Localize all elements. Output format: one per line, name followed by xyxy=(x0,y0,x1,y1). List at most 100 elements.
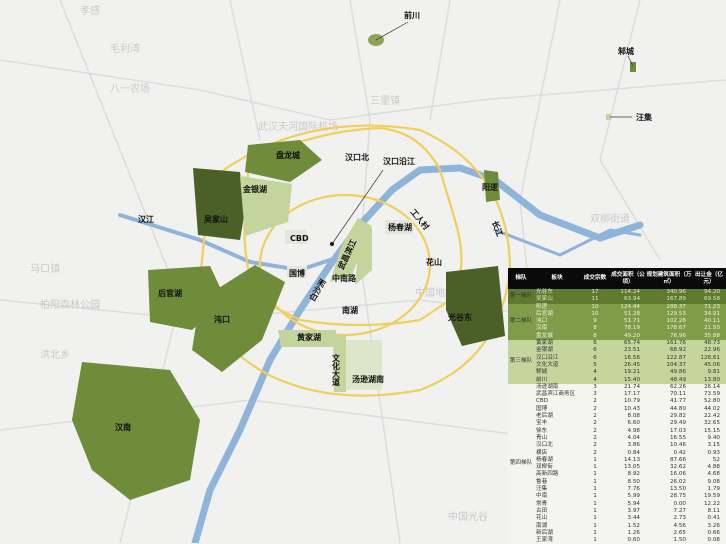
area-cell: 6.60 xyxy=(610,420,646,428)
svg-text:孝感: 孝感 xyxy=(80,4,100,17)
plate-wenhuadadao[interactable] xyxy=(333,335,346,392)
plate-name-cell: 金银湖 xyxy=(534,347,580,355)
floor-area-cell: 10.46 xyxy=(646,442,692,450)
plate-name-cell: 沌口 xyxy=(534,318,580,326)
plate-tangxunhunan[interactable] xyxy=(346,340,382,390)
area-cell: 3.97 xyxy=(610,507,646,516)
svg-text:八一农场: 八一农场 xyxy=(110,82,150,95)
floor-area-cell: 41.77 xyxy=(646,398,692,406)
pointer-lines xyxy=(329,21,634,247)
deals-cell: 3 xyxy=(580,391,610,399)
land-fee-cell: 52 xyxy=(692,456,726,465)
plate-zhuankou[interactable] xyxy=(192,265,285,372)
plate-name-cell: 双柳街 xyxy=(534,464,580,472)
svg-text:国博: 国博 xyxy=(289,268,305,278)
deals-cell: 1 xyxy=(580,478,610,487)
svg-text:毛利湾: 毛利湾 xyxy=(110,42,140,55)
area-cell: 23.51 xyxy=(610,347,646,355)
plate-hankouyanjiang[interactable] xyxy=(330,218,372,282)
table-row: 国博 2 10.43 44.80 44.02 xyxy=(508,405,726,414)
deals-cell: 5 xyxy=(580,361,610,370)
svg-text:花山: 花山 xyxy=(426,257,442,267)
table-row: 杨春湖 1 14.13 87.66 52 xyxy=(508,456,726,465)
header-land-fee: 出让金（亿元） xyxy=(692,268,726,289)
table-row: 金银湖 6 23.51 68.92 22.96 xyxy=(508,347,726,355)
land-fee-cell: 48.73 xyxy=(692,340,726,348)
area-cell: 5.94 xyxy=(610,500,646,508)
table-row: 新后湖 1 1.26 2.65 0.66 xyxy=(508,529,726,538)
land-fee-cell: 26.14 xyxy=(692,383,726,392)
plate-name-cell: 国博 xyxy=(534,405,580,414)
deals-cell: 1 xyxy=(580,529,610,538)
plate-guanggudong[interactable] xyxy=(446,266,505,346)
deals-cell: 1 xyxy=(580,456,610,465)
plate-wuchangbinjiang[interactable] xyxy=(355,228,372,285)
plate-name-cell: 老后湖 xyxy=(534,413,580,421)
svg-text:双柳街道: 双柳街道 xyxy=(590,212,630,225)
deals-cell: 2 xyxy=(580,398,610,406)
header-plate: 板块 xyxy=(534,268,580,289)
plate-huangjiahu[interactable] xyxy=(278,330,336,347)
branch-river xyxy=(493,228,642,257)
plate-name-cell: 中南 xyxy=(534,493,580,501)
floor-area-cell: 129.53 xyxy=(646,310,692,319)
area-cell: 78.19 xyxy=(610,325,646,333)
deals-cell: 2 xyxy=(580,420,610,428)
area-cell: 10.43 xyxy=(610,405,646,414)
land-fee-cell: 19.59 xyxy=(692,493,726,501)
land-fee-cell: 0.93 xyxy=(692,449,726,457)
area-cell: 3.86 xyxy=(610,442,646,450)
plate-cbd[interactable] xyxy=(285,230,307,244)
table-row: 古田 1 3.97 7.27 8.11 xyxy=(508,507,726,516)
svg-text:南湖: 南湖 xyxy=(342,305,358,315)
plate-wangji[interactable] xyxy=(606,114,611,120)
floor-area-cell: 28.75 xyxy=(646,493,692,501)
land-fee-cell: 0.66 xyxy=(692,529,726,538)
plate-name-cell: 汉口北 xyxy=(534,442,580,450)
floor-area-cell: 178.67 xyxy=(646,325,692,333)
floor-area-cell: 76.96 xyxy=(646,332,692,341)
plate-name-cell: 汪集 xyxy=(534,486,580,494)
deals-cell: 10 xyxy=(580,303,610,311)
plate-name-cell: 徐东 xyxy=(534,427,580,435)
area-cell: 17.17 xyxy=(610,391,646,399)
floor-area-cell: 0.00 xyxy=(646,500,692,508)
svg-text:邾城: 邾城 xyxy=(617,46,634,56)
deals-cell: 4 xyxy=(580,376,610,384)
plate-guobo[interactable] xyxy=(287,266,307,278)
table-row: 高新四路 1 8.92 16.06 4.68 xyxy=(508,471,726,479)
plate-panlongcheng[interactable] xyxy=(245,140,322,182)
plate-wujiashan[interactable] xyxy=(193,168,245,240)
table-row: 汉口北 2 3.86 10.46 3.15 xyxy=(508,442,726,450)
table-row: 青山 2 4.04 16.55 9.40 xyxy=(508,434,726,443)
plate-name-cell: 鲁巷 xyxy=(534,478,580,487)
area-cell: 19.21 xyxy=(610,369,646,377)
plate-yangchunhu[interactable] xyxy=(385,220,413,234)
plate-hannan[interactable] xyxy=(72,362,200,500)
plate-name-cell: 黄家湖 xyxy=(534,340,580,348)
land-fee-cell: 22.96 xyxy=(692,347,726,355)
plate-jinyinhu[interactable] xyxy=(240,176,292,236)
floor-area-cell: 16.55 xyxy=(646,434,692,443)
plate-name-cell: 横店 xyxy=(534,449,580,457)
land-fee-cell: 0.08 xyxy=(692,537,726,544)
area-cell: 51.28 xyxy=(610,310,646,319)
table-row: 沌口 9 51.71 102.28 40.11 xyxy=(508,318,726,326)
floor-area-cell: 102.28 xyxy=(646,318,692,326)
area-cell: 21.74 xyxy=(610,383,646,392)
plate-name-cell: 后官湖 xyxy=(534,310,580,319)
floor-area-cell: 13.50 xyxy=(646,486,692,494)
plate-zhucheng[interactable] xyxy=(630,62,636,72)
table-row: 第二梯队 阳逻 10 124.44 288.37 71.23 xyxy=(508,303,726,341)
plate-name-cell: 阳逻 xyxy=(534,303,580,311)
land-fee-cell: 69.58 xyxy=(692,296,726,304)
table-row: 老后湖 2 8.08 29.82 22.42 xyxy=(508,413,726,421)
svg-text:武汉天河国际机场: 武汉天河国际机场 xyxy=(258,120,338,133)
floor-area-cell: 4.56 xyxy=(646,522,692,530)
land-fee-cell: 13.80 xyxy=(692,376,726,384)
floor-area-cell: 2.65 xyxy=(646,529,692,538)
tier-cell: 第二梯队 xyxy=(508,303,534,341)
background-labels: 孝感 武汉天河国际机场 柏阳森林公园 中国地质大学 马口镇 八一农场 毛利湾 三… xyxy=(30,4,630,523)
plate-yangluo[interactable] xyxy=(484,170,500,202)
land-fee-cell: 128.61 xyxy=(692,354,726,362)
